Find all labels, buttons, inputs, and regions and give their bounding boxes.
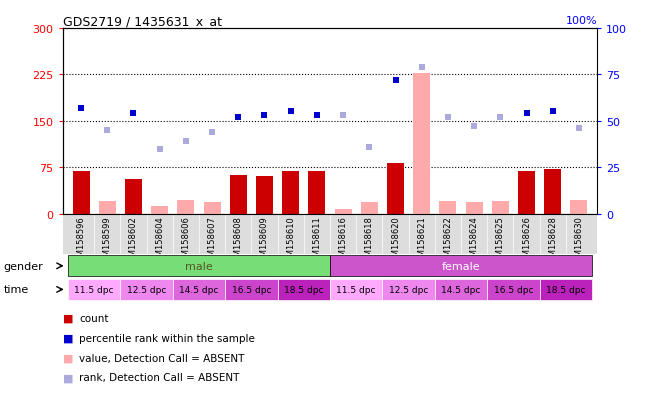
- Text: ■: ■: [63, 313, 73, 323]
- Bar: [120, 279, 173, 300]
- Text: 16.5 dpc: 16.5 dpc: [494, 285, 533, 294]
- Point: [521, 111, 532, 117]
- Text: GSM158621: GSM158621: [417, 216, 426, 267]
- Text: value, Detection Call = ABSENT: value, Detection Call = ABSENT: [79, 353, 245, 363]
- Text: GSM158620: GSM158620: [391, 216, 400, 267]
- Text: GSM158608: GSM158608: [234, 216, 243, 267]
- Point: [495, 114, 506, 121]
- Point: [312, 113, 322, 119]
- Text: GSM158624: GSM158624: [470, 216, 478, 267]
- Bar: [487, 279, 540, 300]
- Text: GSM158610: GSM158610: [286, 216, 295, 267]
- Point: [390, 77, 401, 84]
- Point: [233, 114, 244, 121]
- Bar: [73, 172, 90, 214]
- Bar: [518, 172, 535, 214]
- Text: GDS2719 / 1435631_x_at: GDS2719 / 1435631_x_at: [63, 15, 222, 28]
- Text: 18.5 dpc: 18.5 dpc: [546, 285, 585, 294]
- Text: GSM158618: GSM158618: [365, 216, 374, 267]
- Point: [338, 113, 348, 119]
- Bar: [570, 200, 587, 214]
- Text: GSM158626: GSM158626: [522, 216, 531, 267]
- Point: [548, 109, 558, 116]
- Bar: [413, 74, 430, 214]
- Bar: [68, 256, 330, 277]
- Point: [181, 138, 191, 145]
- Bar: [282, 172, 299, 214]
- Bar: [308, 172, 325, 214]
- Bar: [540, 279, 592, 300]
- Text: GSM158616: GSM158616: [339, 216, 348, 267]
- Point: [128, 111, 139, 117]
- Text: rank, Detection Call = ABSENT: rank, Detection Call = ABSENT: [79, 373, 240, 382]
- Text: GSM158596: GSM158596: [77, 216, 86, 267]
- Text: 12.5 dpc: 12.5 dpc: [127, 285, 166, 294]
- Text: 11.5 dpc: 11.5 dpc: [337, 285, 376, 294]
- Text: GSM158622: GSM158622: [444, 216, 452, 267]
- Bar: [335, 209, 352, 214]
- Text: 12.5 dpc: 12.5 dpc: [389, 285, 428, 294]
- Text: ■: ■: [63, 373, 73, 382]
- Text: count: count: [79, 313, 109, 323]
- Text: percentile rank within the sample: percentile rank within the sample: [79, 333, 255, 343]
- Text: 11.5 dpc: 11.5 dpc: [75, 285, 114, 294]
- Text: gender: gender: [3, 261, 43, 271]
- Bar: [330, 256, 592, 277]
- Text: 18.5 dpc: 18.5 dpc: [284, 285, 323, 294]
- Text: GSM158599: GSM158599: [103, 216, 112, 266]
- Text: GSM158606: GSM158606: [182, 216, 190, 267]
- Bar: [435, 279, 487, 300]
- Point: [102, 127, 112, 134]
- Text: GSM158607: GSM158607: [208, 216, 216, 267]
- Text: GSM158602: GSM158602: [129, 216, 138, 267]
- Bar: [465, 203, 482, 214]
- Bar: [492, 202, 509, 214]
- Text: GSM158630: GSM158630: [574, 216, 583, 267]
- Point: [416, 64, 427, 71]
- Text: ■: ■: [63, 353, 73, 363]
- Text: GSM158628: GSM158628: [548, 216, 557, 267]
- Text: 14.5 dpc: 14.5 dpc: [180, 285, 218, 294]
- Bar: [99, 202, 116, 214]
- Bar: [151, 206, 168, 214]
- Point: [259, 113, 270, 119]
- Bar: [278, 279, 330, 300]
- Text: GSM158625: GSM158625: [496, 216, 505, 267]
- Bar: [178, 200, 195, 214]
- Bar: [125, 180, 142, 214]
- Bar: [203, 203, 220, 214]
- Point: [443, 114, 453, 121]
- Bar: [68, 279, 120, 300]
- Point: [364, 144, 375, 151]
- Bar: [387, 164, 404, 214]
- Bar: [361, 203, 378, 214]
- Point: [76, 105, 86, 112]
- Point: [207, 129, 217, 136]
- Bar: [440, 202, 457, 214]
- Bar: [225, 279, 278, 300]
- Point: [154, 146, 165, 152]
- Text: 14.5 dpc: 14.5 dpc: [442, 285, 480, 294]
- Point: [574, 126, 584, 132]
- Text: male: male: [185, 261, 213, 271]
- Bar: [382, 279, 435, 300]
- Text: 16.5 dpc: 16.5 dpc: [232, 285, 271, 294]
- Point: [469, 124, 479, 131]
- Text: GSM158604: GSM158604: [155, 216, 164, 267]
- Point: [285, 109, 296, 116]
- Text: female: female: [442, 261, 480, 271]
- Bar: [544, 170, 561, 214]
- Bar: [330, 279, 382, 300]
- Text: GSM158609: GSM158609: [260, 216, 269, 267]
- Text: GSM158611: GSM158611: [312, 216, 321, 267]
- Bar: [256, 177, 273, 214]
- Text: 100%: 100%: [566, 16, 597, 26]
- Bar: [173, 279, 225, 300]
- Text: ■: ■: [63, 333, 73, 343]
- Text: time: time: [3, 285, 28, 295]
- Bar: [230, 176, 247, 214]
